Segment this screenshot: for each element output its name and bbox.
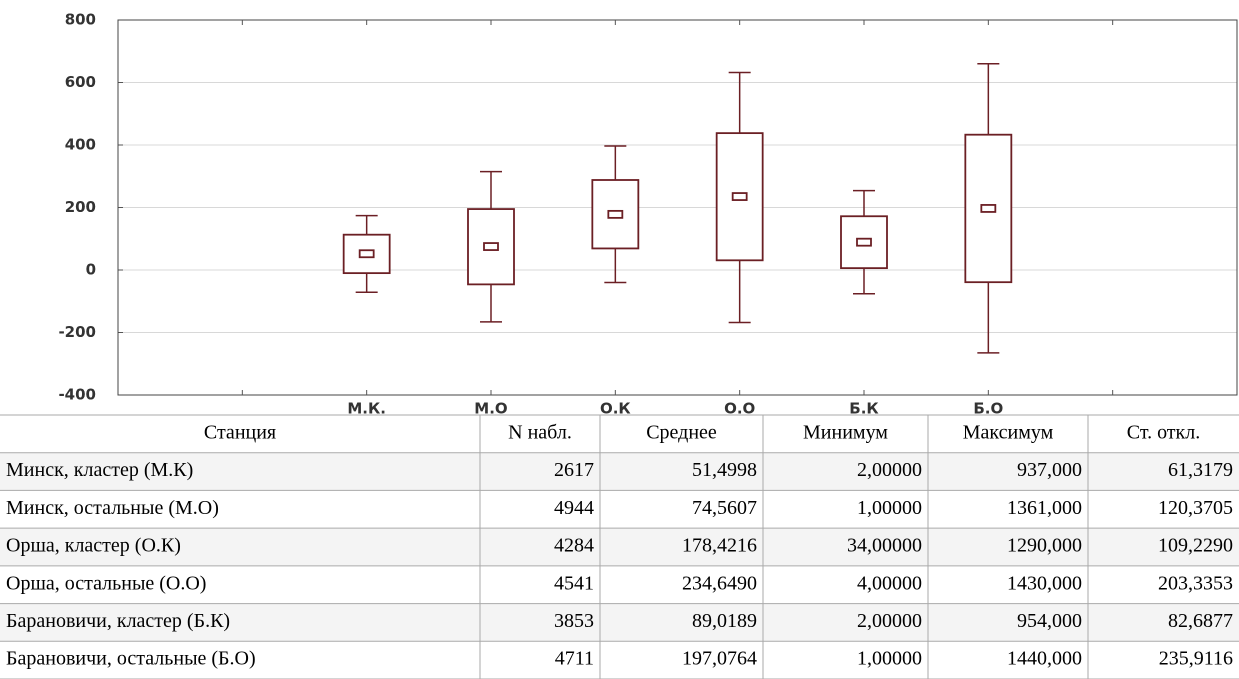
box — [467, 208, 515, 286]
table-cell: 4944 — [554, 497, 594, 519]
table-cell: 89,0189 — [692, 610, 757, 632]
table-cell: 1440,000 — [1007, 648, 1082, 670]
x-tick-label: М.О — [474, 400, 507, 418]
row-bg — [0, 452, 1239, 491]
table-cell: 109,2290 — [1158, 535, 1233, 557]
y-tick-label: 0 — [86, 261, 96, 279]
table-cell: 1361,000 — [1007, 497, 1082, 519]
x-tick-label: О.О — [724, 400, 755, 418]
mean-marker — [358, 249, 375, 259]
table-header: Станция — [204, 421, 276, 443]
table-cell: 82,6877 — [1168, 610, 1233, 632]
table-cell: 120,3705 — [1158, 497, 1233, 519]
table-cell: 1,00000 — [857, 497, 922, 519]
table-cell: Орша, остальные (О.О) — [6, 572, 206, 594]
table-cell: 203,3353 — [1158, 572, 1233, 594]
box — [715, 132, 764, 262]
table-cell: Минск, кластер (М.К) — [6, 459, 193, 481]
table-cell: 4284 — [554, 535, 594, 557]
y-tick-label: 400 — [65, 136, 96, 154]
mean-marker — [980, 204, 997, 213]
plot-frame — [117, 19, 1238, 396]
table-cell: 1430,000 — [1007, 572, 1082, 594]
mean-marker — [483, 242, 499, 251]
y-tick-label: 800 — [65, 11, 96, 29]
y-tick-label: -200 — [58, 323, 96, 341]
row-bg — [0, 528, 1239, 566]
table-cell: 51,4998 — [692, 459, 757, 481]
table-cell: 2617 — [554, 459, 594, 481]
table-cell: 1290,000 — [1007, 535, 1082, 557]
table-cell: Минск, остальные (М.О) — [6, 497, 219, 519]
table-cell: Орша, кластер (О.К) — [6, 535, 181, 557]
table-cell: 1,00000 — [857, 648, 922, 670]
table-cell: 34,00000 — [847, 535, 922, 557]
table-cell: 234,6490 — [682, 572, 757, 594]
table-header: Среднее — [646, 421, 717, 443]
row-bg — [0, 603, 1239, 642]
table-cell: 4711 — [555, 648, 594, 670]
table-cell: Барановичи, кластер (Б.К) — [6, 610, 230, 632]
y-tick-label: 600 — [65, 73, 96, 91]
table-cell: 74,5607 — [692, 497, 757, 519]
mean-marker — [607, 209, 624, 219]
table-cell: 4541 — [554, 572, 594, 594]
table-header: Минимум — [803, 421, 888, 443]
table-cell: 178,4216 — [682, 535, 757, 557]
table-cell: 4,00000 — [857, 572, 922, 594]
table-header: Максимум — [963, 421, 1054, 443]
y-tick-label: 200 — [65, 198, 96, 216]
mean-marker — [731, 192, 748, 201]
x-tick-label: Б.К — [849, 400, 879, 418]
table-cell: 61,3179 — [1168, 459, 1233, 481]
x-tick-label: М.К. — [347, 400, 386, 418]
table-cell: 2,00000 — [857, 459, 922, 481]
table-cell: 937,000 — [1017, 459, 1082, 481]
x-tick-label: Б.О — [973, 400, 1003, 418]
table-cell: 954,000 — [1017, 610, 1082, 632]
table-cell: 2,00000 — [857, 610, 922, 632]
mean-marker — [856, 237, 872, 247]
table-cell: Барановичи, остальные (Б.О) — [6, 648, 256, 670]
table-cell: 3853 — [554, 610, 594, 632]
x-tick-label: О.К — [600, 400, 631, 418]
table-header: N набл. — [508, 421, 572, 443]
table-cell: 235,9116 — [1159, 648, 1233, 670]
table-header: Ст. откл. — [1127, 421, 1201, 443]
y-tick-label: -400 — [58, 386, 96, 404]
table-cell: 197,0764 — [682, 648, 757, 670]
